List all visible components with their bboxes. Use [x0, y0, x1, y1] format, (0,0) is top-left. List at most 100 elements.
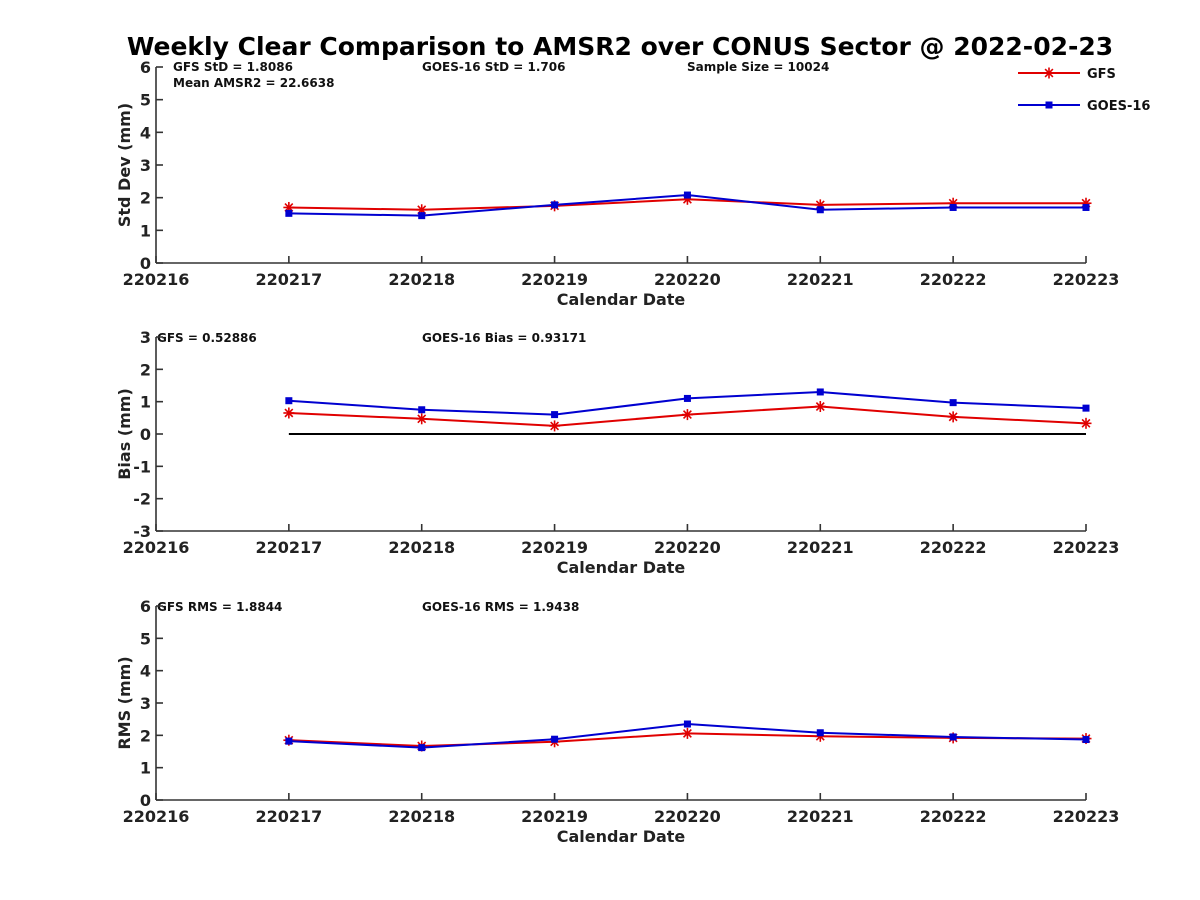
data-point-goes16	[683, 191, 691, 199]
x-tick-label: 220221	[787, 807, 854, 826]
x-axis-label: Calendar Date	[557, 558, 686, 577]
data-point-goes16	[551, 735, 559, 743]
legend-marker-gfs	[1043, 67, 1055, 79]
data-point-gfs	[416, 413, 428, 425]
y-tick-label: 4	[140, 123, 151, 142]
data-point-goes16	[949, 203, 957, 211]
panel-bias: GFS = 0.52886 GOES-16 Bias = 0.93171 -3 -…	[115, 328, 1119, 577]
y-tick-label: 1	[140, 759, 151, 778]
x-tick-label: 220223	[1053, 538, 1120, 557]
data-point-goes16	[949, 399, 957, 407]
x-tick-label: 220219	[521, 807, 588, 826]
x-axis-label: Calendar Date	[557, 290, 686, 309]
panel-rms: GFS RMS = 1.8844 GOES-16 RMS = 1.9438 0 1…	[115, 597, 1119, 846]
data-point-goes16	[1082, 203, 1090, 211]
y-tick-label: 0	[140, 425, 151, 444]
legend: GFS GOES-16	[1018, 67, 1150, 114]
data-point-goes16	[551, 201, 559, 209]
data-point-gfs	[1080, 417, 1092, 429]
y-tick-label: -1	[133, 457, 151, 476]
y-tick-label: 0	[140, 791, 151, 810]
x-tick-label: 220222	[920, 807, 987, 826]
x-tick-label: 220219	[521, 538, 588, 557]
data-point-gfs	[549, 420, 561, 432]
data-point-goes16	[816, 729, 824, 737]
legend-marker	[1045, 101, 1053, 109]
data-point-goes16	[1082, 736, 1090, 744]
x-tick-label: 220218	[388, 538, 455, 557]
x-tick-label: 220216	[123, 270, 190, 289]
x-tick-label: 220222	[920, 270, 987, 289]
annotation-sample-size: Sample Size = 10024	[687, 60, 829, 74]
data-point-goes16	[816, 206, 824, 214]
legend-label-goes16: GOES-16	[1087, 99, 1150, 114]
x-tick-label: 220221	[787, 538, 854, 557]
legend-label-gfs: GFS	[1087, 67, 1116, 82]
y-axis-label: RMS (mm)	[115, 656, 134, 749]
annotation-goes16-bias: GOES-16 Bias = 0.93171	[422, 331, 586, 345]
data-point-goes16	[418, 212, 426, 220]
x-tick-label: 220220	[654, 538, 721, 557]
annotation-gfs-rms: GFS RMS = 1.8844	[157, 600, 282, 614]
annotation-goes16-rms: GOES-16 RMS = 1.9438	[422, 600, 579, 614]
y-tick-label: 3	[140, 328, 151, 347]
y-tick-label: 2	[140, 360, 151, 379]
y-axis-label: Bias (mm)	[115, 388, 134, 480]
data-point-goes16	[418, 744, 426, 752]
x-tick-label: 220216	[123, 807, 190, 826]
x-tick-label: 220217	[255, 807, 322, 826]
data-point-gfs	[681, 727, 693, 739]
x-tick-label: 220223	[1053, 807, 1120, 826]
data-point-goes16	[285, 737, 293, 745]
y-tick-label: -3	[133, 522, 151, 541]
x-tick-label: 220216	[123, 538, 190, 557]
y-tick-label: 3	[140, 694, 151, 713]
y-tick-label: 1	[140, 221, 151, 240]
data-point-goes16	[683, 720, 691, 728]
x-tick-label: 220219	[521, 270, 588, 289]
x-tick-label: 220217	[255, 538, 322, 557]
data-point-gfs	[283, 407, 295, 419]
data-point-goes16	[683, 394, 691, 402]
y-tick-label: 6	[140, 58, 151, 77]
data-point-goes16	[949, 733, 957, 741]
x-tick-label: 220218	[388, 270, 455, 289]
y-axis-label: Std Dev (mm)	[115, 103, 134, 227]
x-tick-label: 220222	[920, 538, 987, 557]
annotation-mean-amsr2: Mean AMSR2 = 22.6638	[173, 76, 334, 90]
data-point-goes16	[285, 209, 293, 217]
x-tick-label: 220220	[654, 270, 721, 289]
x-axis-label: Calendar Date	[557, 827, 686, 846]
data-point-gfs	[814, 401, 826, 413]
y-tick-label: 2	[140, 189, 151, 208]
y-tick-label: 5	[140, 629, 151, 648]
data-point-goes16	[418, 406, 426, 414]
y-tick-label: -2	[133, 490, 151, 509]
y-tick-label: 1	[140, 393, 151, 412]
legend-marker	[1043, 67, 1055, 79]
y-tick-label: 2	[140, 726, 151, 745]
data-point-goes16	[816, 388, 824, 396]
y-tick-label: 0	[140, 254, 151, 273]
y-tick-label: 5	[140, 91, 151, 110]
x-tick-label: 220220	[654, 807, 721, 826]
panel-std-dev: GFS StD = 1.8086 GOES-16 StD = 1.706 Sam…	[115, 58, 1119, 309]
chart-title: Weekly Clear Comparison to AMSR2 over CO…	[127, 32, 1113, 61]
data-point-goes16	[551, 411, 559, 419]
x-tick-label: 220223	[1053, 270, 1120, 289]
legend-marker-goes16	[1045, 101, 1053, 109]
y-tick-label: 6	[140, 597, 151, 616]
y-tick-label: 3	[140, 156, 151, 175]
data-point-goes16	[285, 397, 293, 405]
x-tick-label: 220218	[388, 807, 455, 826]
x-tick-label: 220217	[255, 270, 322, 289]
annotation-gfs-bias: GFS = 0.52886	[157, 331, 257, 345]
x-tick-label: 220221	[787, 270, 854, 289]
data-point-gfs	[947, 411, 959, 423]
annotation-gfs-std: GFS StD = 1.8086	[173, 60, 293, 74]
data-point-gfs	[681, 409, 693, 421]
data-point-goes16	[1082, 404, 1090, 412]
y-tick-label: 4	[140, 662, 151, 681]
annotation-goes16-std: GOES-16 StD = 1.706	[422, 60, 565, 74]
